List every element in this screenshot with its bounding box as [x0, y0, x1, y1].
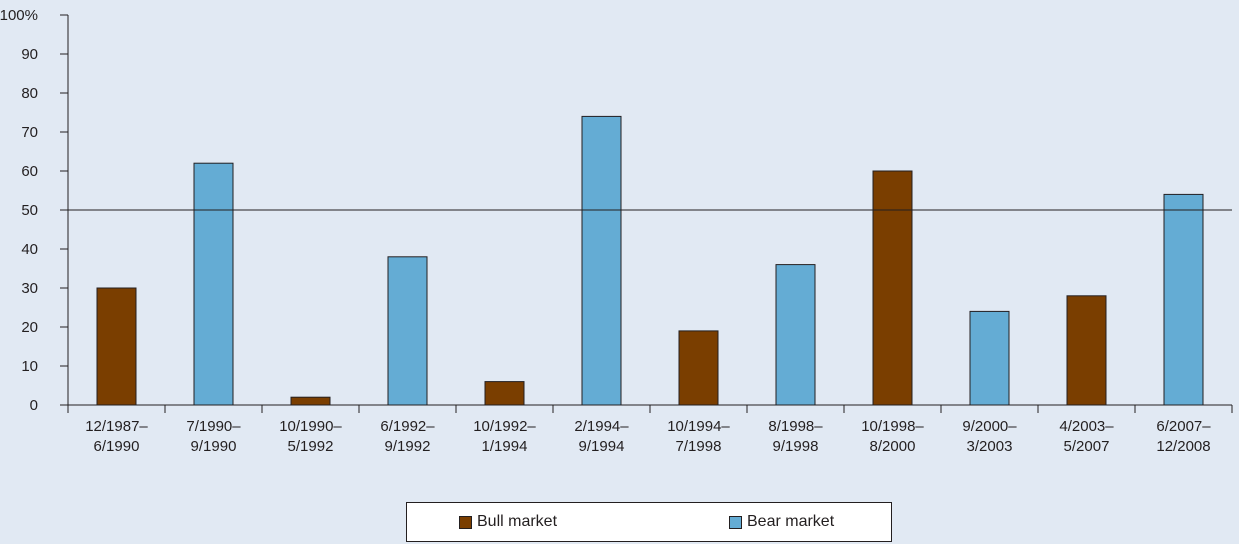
bar-bear	[969, 310, 1010, 406]
x-tick-label: 9/1992	[385, 438, 431, 455]
bar-bear	[387, 256, 428, 406]
x-tick-label: 3/2003	[967, 438, 1013, 455]
x-tick-label: 6/1990	[94, 438, 140, 455]
bar-bear	[775, 264, 816, 406]
x-tick-label: 12/1987–	[85, 418, 148, 435]
x-tick-label: 9/1998	[773, 438, 819, 455]
bear-swatch	[729, 515, 742, 529]
x-tick-label: 9/1994	[579, 438, 625, 455]
bar-bull	[678, 330, 719, 406]
x-tick-label: 6/2007–	[1156, 418, 1211, 435]
bar-bull	[290, 396, 331, 406]
bull-swatch	[459, 515, 472, 529]
x-tick-label: 7/1998	[676, 438, 722, 455]
legend-label-bull: Bull market	[477, 513, 558, 530]
x-tick-label: 6/1992–	[380, 418, 435, 435]
bar-bull	[1066, 295, 1107, 406]
x-tick-label: 5/1992	[288, 438, 334, 455]
y-tick-label: 50	[21, 202, 38, 219]
bar-bear	[193, 162, 234, 406]
x-tick-label: 10/1990–	[279, 418, 342, 435]
y-tick-label: 30	[21, 280, 38, 297]
bar-bear	[1163, 193, 1204, 406]
legend-item-bear: Bear market	[729, 513, 834, 531]
legend-label-bear: Bear market	[747, 513, 835, 530]
legend-item-bull: Bull market	[459, 513, 557, 531]
x-tick-label: 2/1994–	[574, 418, 629, 435]
x-tick-label: 5/2007	[1064, 438, 1110, 455]
x-tick-label: 7/1990–	[186, 418, 241, 435]
y-tick-label: 20	[21, 319, 38, 336]
chart-legend: Bull market Bear market	[406, 502, 892, 542]
bar-bull	[96, 287, 137, 406]
y-tick-label: 0	[30, 397, 38, 414]
bar-bull	[872, 170, 913, 406]
y-tick-label: 40	[21, 241, 38, 258]
y-tick-label: 10	[21, 358, 38, 375]
x-tick-label: 12/2008	[1156, 438, 1210, 455]
y-tick-label: 70	[21, 124, 38, 141]
bar-bull	[484, 381, 525, 406]
x-tick-label: 10/1998–	[861, 418, 924, 435]
x-tick-label: 10/1992–	[473, 418, 536, 435]
x-tick-label: 8/2000	[870, 438, 916, 455]
y-tick-label: 90	[21, 46, 38, 63]
x-tick-label: 8/1998–	[768, 418, 823, 435]
bar-bear	[581, 115, 622, 406]
x-tick-label: 1/1994	[482, 438, 528, 455]
x-tick-label: 10/1994–	[667, 418, 730, 435]
y-tick-label: 80	[21, 85, 38, 102]
x-tick-label: 9/1990	[191, 438, 237, 455]
y-tick-label: 60	[21, 163, 38, 180]
x-tick-label: 9/2000–	[962, 418, 1017, 435]
y-tick-label: 100%	[0, 7, 38, 24]
x-tick-label: 4/2003–	[1059, 418, 1114, 435]
